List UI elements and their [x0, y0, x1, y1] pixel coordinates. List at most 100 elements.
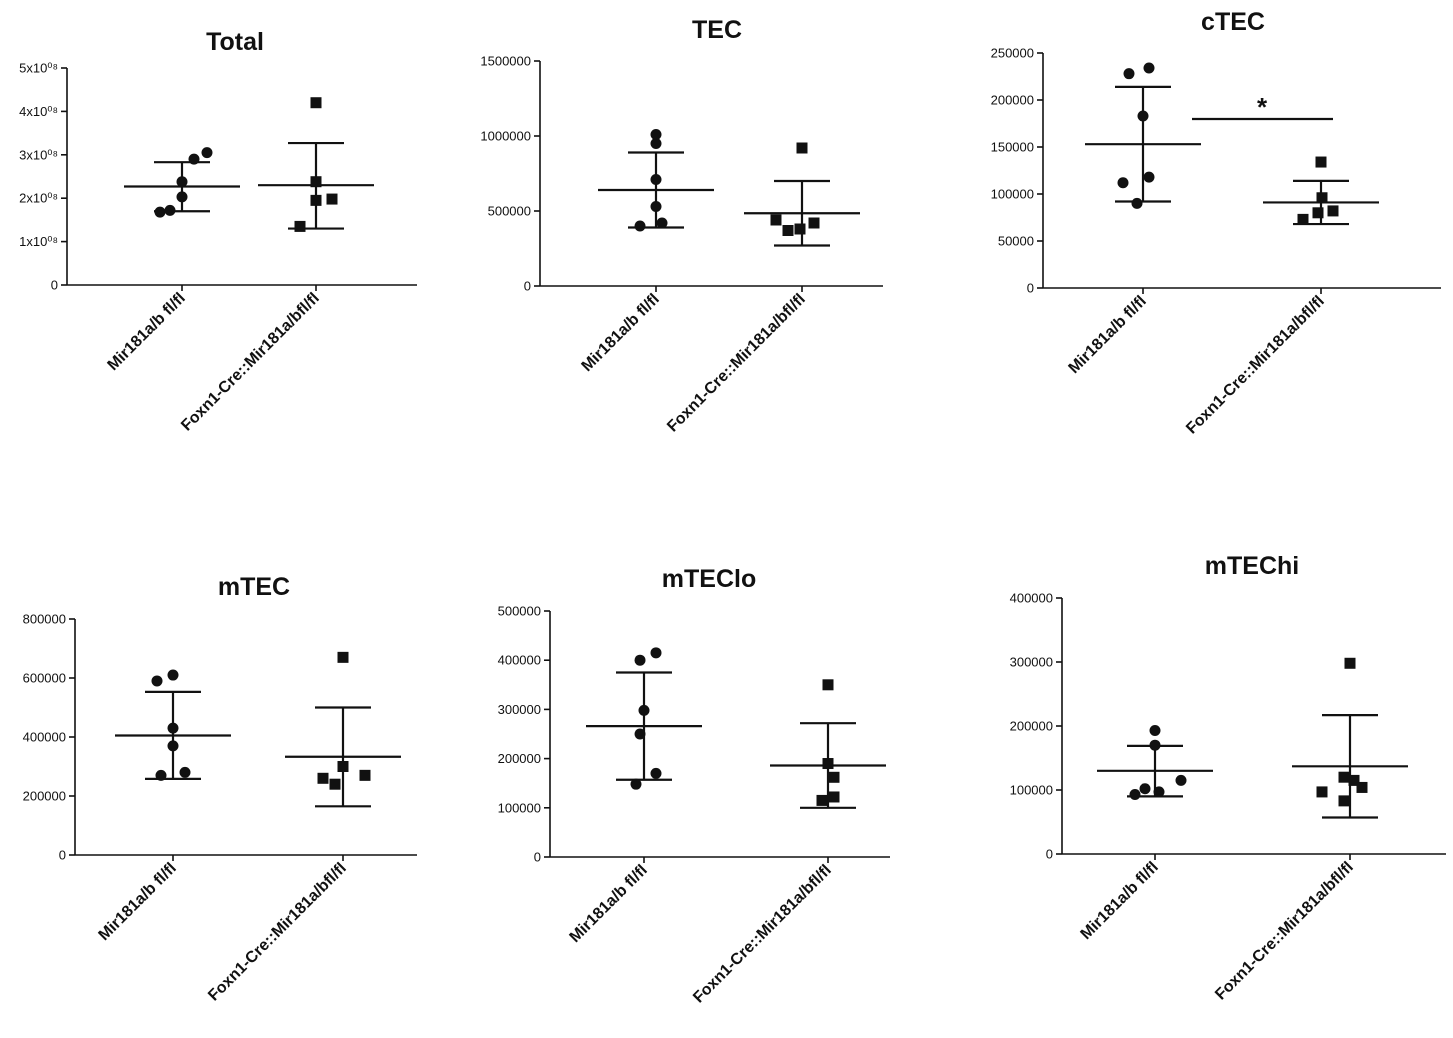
data-point-circle [167, 722, 179, 734]
data-point-square [294, 220, 306, 232]
data-point-circle [1153, 786, 1165, 798]
data-point-circle [201, 147, 213, 159]
y-tick-label: 200000 [991, 93, 1034, 108]
data-point-circle [1143, 171, 1155, 183]
x-category-label: Mir181a/b fl/fl [1078, 859, 1162, 943]
y-tick-label: 0 [1046, 847, 1053, 862]
y-tick-label: 2x10⁰⁸ [19, 191, 58, 206]
y-tick-label: 800000 [23, 612, 66, 627]
data-point-circle [1143, 62, 1155, 74]
data-point-circle [1139, 783, 1151, 795]
y-tick-label: 0 [524, 279, 531, 294]
data-point-square [326, 193, 338, 205]
x-category-label: Mir181a/b fl/fl [96, 860, 180, 944]
data-point-square [828, 791, 840, 803]
panel-title: mTEC [218, 573, 290, 601]
y-tick-label: 400000 [1010, 591, 1053, 606]
data-point-circle [630, 778, 642, 790]
y-tick-label: 200000 [23, 789, 66, 804]
data-point-circle [638, 704, 650, 716]
data-point-circle [650, 767, 662, 779]
data-point-circle [167, 669, 179, 681]
data-point-circle [188, 153, 200, 165]
data-point-square [782, 225, 794, 236]
panel-title: TEC [692, 16, 742, 44]
y-tick-label: 4x10⁰⁸ [19, 104, 58, 119]
x-category-label: Foxn1-Cre::Mir181a/bfl/fl [205, 860, 350, 1005]
y-tick-label: 150000 [991, 140, 1034, 155]
y-tick-label: 100000 [991, 187, 1034, 202]
y-tick-label: 400000 [23, 730, 66, 745]
data-point-circle [1149, 724, 1161, 736]
y-tick-label: 600000 [23, 671, 66, 686]
y-tick-label: 1500000 [480, 54, 531, 69]
y-tick-label: 250000 [991, 46, 1034, 61]
y-tick-label: 400000 [498, 653, 541, 668]
data-point-circle [650, 201, 662, 212]
data-point-circle [176, 176, 188, 188]
panel-title: cTEC [1201, 8, 1265, 36]
x-category-label: Mir181a/b fl/fl [105, 290, 189, 374]
y-tick-label: 200000 [498, 751, 541, 766]
data-point-circle [155, 769, 167, 781]
data-point-circle [1129, 788, 1141, 800]
x-category-label: Foxn1-Cre::Mir181a/bfl/fl [178, 290, 323, 435]
data-point-square [337, 761, 349, 772]
x-category-label: Foxn1-Cre::Mir181a/bfl/fl [690, 862, 835, 1007]
data-point-circle [650, 129, 662, 140]
y-tick-label: 300000 [498, 702, 541, 717]
chart-panel-mtec: mTEC 0 200000 400000 600000 800000 Mir181a/b f… [23, 573, 417, 1004]
data-point-square [310, 97, 322, 109]
panel-title: Total [206, 28, 264, 56]
chart-panel-tec: TEC 0 500000 1000000 1500000 Mir181a/b fl/fl F… [480, 16, 883, 435]
data-point-circle [1123, 68, 1135, 80]
data-point-circle [154, 206, 166, 218]
data-point-square [1338, 771, 1350, 783]
data-point-square [1344, 657, 1356, 669]
x-category-label: Mir181a/b fl/fl [567, 862, 651, 946]
data-point-circle [176, 191, 188, 203]
y-tick-label: 100000 [1010, 783, 1053, 798]
y-tick-label: 0 [534, 850, 541, 865]
data-point-square [794, 223, 806, 235]
data-point-circle [1117, 177, 1129, 189]
y-tick-label: 500000 [488, 204, 531, 219]
data-point-circle [164, 204, 176, 216]
data-point-circle [1137, 110, 1149, 122]
y-tick-label: 0 [59, 848, 66, 863]
y-tick-label: 5x10⁰⁸ [19, 61, 58, 76]
data-point-square [310, 176, 322, 188]
y-tick-label: 0 [1027, 281, 1034, 296]
data-point-square [1327, 205, 1339, 217]
y-tick-label: 3x10⁰⁸ [19, 147, 58, 162]
x-category-label: Foxn1-Cre::Mir181a/bfl/fl [1212, 859, 1357, 1004]
chart-panel-total: Total 0 1x10⁰⁸ 2x10⁰⁸ 3x10⁰⁸ 4x10⁰⁸ 5x10⁰⁸ Mir1… [19, 28, 417, 434]
data-point-square [822, 679, 834, 691]
chart-panel-mtechi: mTEChi 0 100000 200000 300000 400000 Mir181a/b… [1010, 552, 1446, 1003]
chart-panel-mteclo: mTEClo 0 100000 200000 300000 400000 500000 Mir… [498, 565, 890, 1006]
x-category-label: Mir181a/b fl/fl [1066, 293, 1150, 377]
data-point-square [1316, 786, 1328, 798]
data-point-square [1348, 774, 1360, 786]
chart-panel-ctec: cTEC 0 50000 100000 150000 200000 250000 Mir181… [991, 8, 1441, 437]
y-tick-label: 0 [51, 278, 58, 293]
data-point-square [822, 758, 834, 770]
data-point-circle [1131, 197, 1143, 209]
data-point-square [816, 794, 828, 806]
data-point-circle [650, 174, 662, 185]
y-tick-label: 100000 [498, 800, 541, 815]
data-point-square [317, 772, 329, 784]
data-point-circle [1175, 774, 1187, 786]
data-point-square [1338, 795, 1350, 807]
panel-title: mTEClo [662, 565, 756, 593]
data-point-circle [634, 728, 646, 740]
y-tick-label: 200000 [1010, 719, 1053, 734]
data-point-square [770, 214, 782, 226]
data-point-square [1356, 781, 1368, 793]
data-point-square [310, 194, 322, 206]
y-tick-label: 300000 [1010, 655, 1053, 670]
data-point-circle [634, 220, 646, 232]
data-point-square [1297, 213, 1309, 225]
data-point-square [828, 771, 840, 783]
